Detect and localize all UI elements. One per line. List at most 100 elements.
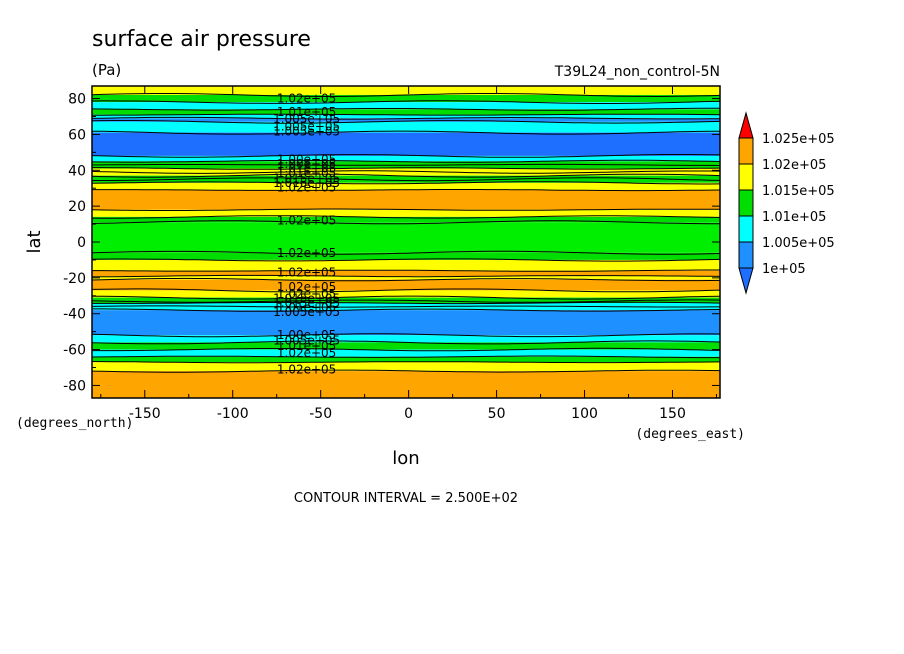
units-label: (Pa) — [92, 61, 121, 79]
contour-line — [91, 277, 721, 282]
plot-area: 1.02e+051.01e+051.005e+051.005e+051.005e… — [91, 85, 721, 399]
contour-line — [91, 288, 721, 293]
x-tick-label: -150 — [129, 406, 161, 422]
colorbar-swatch — [738, 215, 754, 243]
y-tick-label: 80 — [68, 92, 86, 108]
contour-line — [91, 170, 721, 174]
run-label: T39L24_non_control-5N — [554, 64, 720, 80]
contour-label: 1.01e+05 — [277, 166, 336, 180]
contour-label: 1.01e+05 — [277, 300, 336, 314]
contour-line — [91, 116, 720, 120]
contour-band — [92, 259, 720, 271]
contour-band — [92, 121, 720, 133]
contour-line — [91, 250, 721, 255]
contour-label: 1.00e+05 — [277, 157, 336, 171]
contour-label: 1.01e+05 — [277, 161, 336, 175]
contour-band — [92, 155, 720, 162]
x-axis-ticks: -150 -100 -50 0 50 100 150 — [100, 86, 717, 422]
y-tick-label: 60 — [68, 127, 86, 143]
contour-line — [91, 299, 721, 303]
contour-band — [92, 102, 720, 110]
colorbar-label: 1.02e+05 — [762, 158, 826, 173]
contour-label: 1.02e+05 — [277, 346, 336, 360]
contour-line — [91, 181, 721, 185]
contour-line — [91, 107, 720, 111]
y-axis-label: lat — [24, 230, 45, 253]
colorbar-swatch — [738, 137, 754, 165]
contour-line — [92, 113, 721, 116]
colorbar-under-arrow — [738, 267, 754, 295]
contour-band — [92, 168, 720, 176]
contour-band — [92, 114, 720, 119]
contour-line — [92, 274, 721, 278]
contour-band — [92, 279, 720, 291]
y-tick-label: 0 — [77, 235, 86, 251]
contour-band — [92, 86, 720, 95]
contour-band — [92, 216, 720, 223]
x-tick-label: 50 — [488, 406, 506, 422]
y-tick-label: -20 — [63, 271, 86, 287]
contour-label: 1.005e+05 — [273, 112, 340, 126]
contour-line — [91, 173, 721, 178]
contour-label: 1.005e+05 — [273, 305, 340, 319]
contour-lines — [91, 93, 721, 373]
contour-label: 1.02e+05 — [277, 92, 336, 106]
y-axis-units: (degrees_north) — [16, 416, 133, 431]
colorbar-swatch — [738, 163, 754, 191]
contour-band — [92, 335, 720, 343]
contour-line — [91, 130, 721, 135]
contour-label: 1.00e+05 — [277, 328, 336, 342]
contour-line — [91, 154, 721, 158]
contour-line — [91, 305, 720, 308]
colorbar-label: 1.015e+05 — [762, 184, 835, 199]
colorbar-label: 1.01e+05 — [762, 210, 826, 225]
y-tick-label: -60 — [63, 343, 86, 359]
contour-line — [91, 355, 720, 359]
contour-line — [92, 177, 721, 182]
contour-line — [91, 333, 721, 338]
contour-line — [91, 295, 721, 300]
contour-interval-note: CONTOUR INTERVAL = 2.500E+02 — [294, 491, 518, 506]
contour-label: 1.00e+05 — [277, 153, 336, 167]
contour-band — [92, 349, 720, 357]
contour-label: 1.015e+05 — [273, 291, 340, 305]
contour-band — [92, 175, 720, 183]
y-tick-label: -80 — [63, 378, 86, 394]
contour-label: 1.02e+05 — [277, 280, 336, 294]
contour-band — [92, 252, 720, 260]
contour-label: 1.005e+05 — [273, 334, 340, 348]
contour-label: 1.005e+05 — [273, 119, 340, 133]
contour-line — [91, 369, 721, 373]
contour-label: 1.01e+05 — [277, 339, 336, 353]
contour-line — [91, 100, 721, 104]
x-tick-label: -100 — [217, 406, 249, 422]
contour-label: 1.02e+05 — [277, 362, 336, 376]
contour-band — [92, 109, 720, 115]
contour-band — [92, 222, 720, 253]
colorbar-label: 1.025e+05 — [762, 132, 835, 147]
contour-line — [92, 269, 720, 272]
x-tick-label: 150 — [659, 406, 686, 422]
contour-band — [92, 190, 720, 210]
contour-line — [91, 159, 721, 163]
contour-band — [92, 118, 720, 122]
contour-label: 1.02e+05 — [277, 265, 336, 279]
contour-line — [92, 189, 721, 192]
x-tick-label: 100 — [571, 406, 598, 422]
y-tick-label: 20 — [68, 199, 86, 215]
contour-band — [92, 94, 720, 103]
contour-line — [91, 215, 721, 219]
contour-label: 1.02e+05 — [277, 287, 336, 301]
chart-title: surface air pressure — [92, 27, 311, 52]
x-tick-label: -50 — [309, 406, 332, 422]
contour-label: 1.02e+05 — [277, 180, 336, 194]
contour-band — [92, 209, 720, 217]
contour-line — [92, 308, 721, 312]
contour-line — [92, 167, 721, 170]
contour-band — [92, 132, 720, 156]
contour-band — [92, 371, 720, 398]
contour-band — [92, 310, 720, 336]
contour-band — [92, 276, 720, 280]
colorbar: 1e+05 1.005e+05 1.01e+05 1.015e+05 1.02e+05 1… — [738, 111, 835, 295]
y-tick-label: -40 — [63, 307, 86, 323]
